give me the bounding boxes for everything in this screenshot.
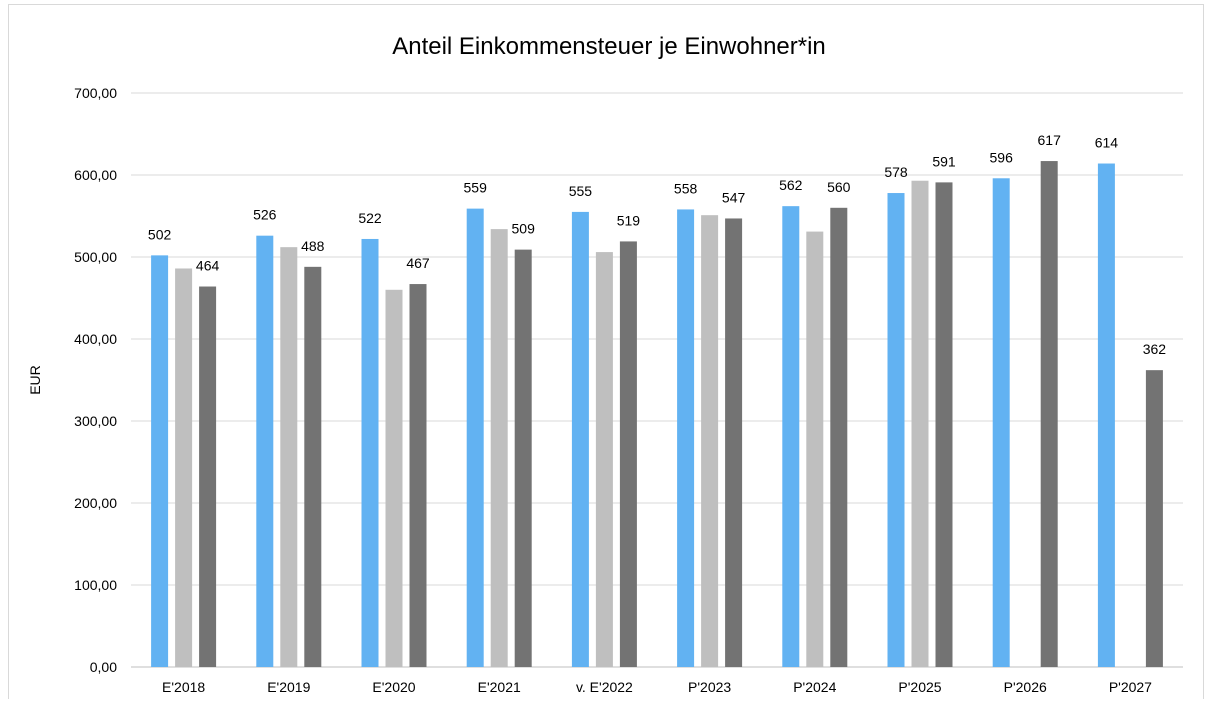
chart-title: Anteil Einkommensteuer je Einwohner*in xyxy=(392,33,826,60)
y-tick-label: 0,00 xyxy=(90,659,117,675)
data-label: 562 xyxy=(779,177,803,193)
y-tick-label: 300,00 xyxy=(74,413,117,429)
data-label: 362 xyxy=(1143,341,1167,357)
data-label: 578 xyxy=(884,164,908,180)
data-label: 547 xyxy=(722,189,746,205)
bar xyxy=(1097,163,1115,667)
data-labels: 502 464 526 488 522 467 559 509 555 519 558 547 562 5… xyxy=(148,132,1166,357)
y-tick-label: 200,00 xyxy=(74,495,117,511)
data-label: 558 xyxy=(674,180,698,196)
bar xyxy=(595,252,613,667)
data-label: 596 xyxy=(990,149,1014,165)
bar xyxy=(887,193,905,668)
y-tick-label: 100,00 xyxy=(74,577,117,593)
bar xyxy=(151,255,169,668)
bar xyxy=(385,289,403,667)
bar xyxy=(911,180,929,668)
bar xyxy=(304,266,322,667)
data-label: 555 xyxy=(569,183,593,199)
data-label: 526 xyxy=(253,207,277,223)
x-tick-label: P'2023 xyxy=(688,679,731,695)
data-label: 614 xyxy=(1095,135,1119,151)
x-tick-label: E'2021 xyxy=(478,679,521,695)
data-label: 488 xyxy=(301,238,325,254)
x-tick-label: P'2027 xyxy=(1109,679,1152,695)
data-label: 519 xyxy=(617,212,641,228)
bar xyxy=(830,207,848,668)
bar xyxy=(782,206,800,667)
category-labels: E'2018 E'2019 E'2020 E'2021 v. E'2022 P'2023 P… xyxy=(162,679,1152,695)
bars xyxy=(151,161,1163,668)
x-tick-label: E'2020 xyxy=(372,679,415,695)
data-label: 464 xyxy=(196,258,220,274)
bar xyxy=(935,182,953,667)
bar xyxy=(992,178,1010,667)
data-label: 502 xyxy=(148,226,172,242)
y-axis-label: EUR xyxy=(27,365,43,395)
y-tick-label: 700,00 xyxy=(74,85,117,101)
data-label: 522 xyxy=(358,210,382,226)
bar xyxy=(677,209,695,667)
bar xyxy=(806,231,824,667)
bar xyxy=(701,215,719,667)
x-tick-label: E'2019 xyxy=(267,679,310,695)
x-tick-label: P'2024 xyxy=(793,679,836,695)
x-tick-label: P'2025 xyxy=(898,679,941,695)
data-label: 560 xyxy=(827,179,851,195)
bar xyxy=(514,249,532,667)
bar xyxy=(361,238,379,667)
bar xyxy=(466,208,484,667)
x-tick-label: P'2026 xyxy=(1004,679,1047,695)
data-label: 559 xyxy=(464,180,488,196)
y-tick-label: 500,00 xyxy=(74,249,117,265)
bar xyxy=(409,284,427,667)
bar xyxy=(725,218,743,667)
y-tick-labels: 0,00 100,00 200,00 300,00 400,00 500,00 600,00… xyxy=(74,85,117,675)
bar xyxy=(571,211,589,667)
y-tick-label: 600,00 xyxy=(74,167,117,183)
bar xyxy=(199,286,217,667)
data-label: 467 xyxy=(406,255,430,271)
bar xyxy=(280,247,298,667)
bar xyxy=(490,229,508,667)
x-tick-label: v. E'2022 xyxy=(576,679,633,695)
bar xyxy=(175,268,193,667)
bar xyxy=(1040,161,1058,667)
data-label: 617 xyxy=(1038,132,1062,148)
bar xyxy=(1145,370,1163,667)
bar xyxy=(256,235,274,667)
data-label: 591 xyxy=(932,153,956,169)
bar xyxy=(619,241,637,668)
data-label: 509 xyxy=(512,221,536,237)
x-tick-label: E'2018 xyxy=(162,679,205,695)
y-tick-label: 400,00 xyxy=(74,331,117,347)
